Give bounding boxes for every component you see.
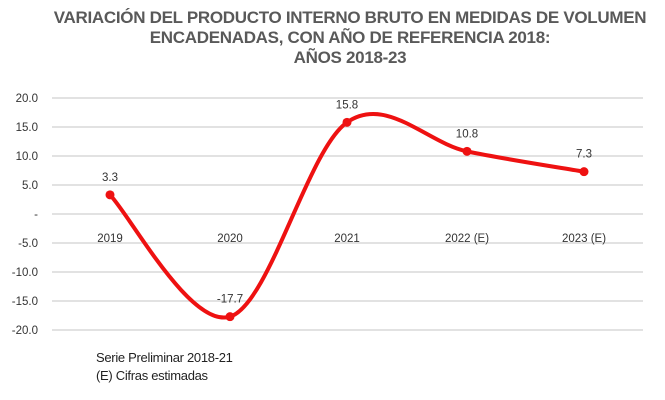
y-tick-label: -20.0 bbox=[12, 325, 38, 337]
y-tick-label: 10.0 bbox=[16, 151, 38, 163]
x-tick-label: 2022 (E) bbox=[445, 233, 489, 245]
series-line bbox=[108, 111, 586, 320]
x-tick-label: 2023 (E) bbox=[562, 233, 606, 245]
y-tick-label: -15.0 bbox=[12, 296, 38, 308]
data-label: 3.3 bbox=[102, 172, 118, 184]
data-label: -17.7 bbox=[217, 294, 243, 306]
x-tick-label: 2021 bbox=[334, 233, 360, 245]
note-preliminary: Serie Preliminar 2018-21 bbox=[96, 350, 233, 365]
data-point bbox=[105, 190, 115, 200]
note-estimated: (E) Cifras estimadas bbox=[96, 368, 208, 383]
data-label: 15.8 bbox=[336, 99, 358, 111]
x-tick-label: 2019 bbox=[97, 233, 123, 245]
data-label: 7.3 bbox=[576, 149, 592, 161]
y-tick-label: -5.0 bbox=[18, 238, 38, 250]
title-line-1: VARIACIÓN DEL PRODUCTO INTERNO BRUTO EN … bbox=[53, 8, 647, 27]
y-tick-label: - bbox=[34, 209, 38, 221]
title-line-2: ENCADENADAS, CON AÑO DE REFERENCIA 2018: bbox=[149, 28, 551, 47]
x-tick-label: 2020 bbox=[217, 233, 243, 245]
data-point bbox=[579, 167, 589, 177]
data-label: 10.8 bbox=[456, 128, 478, 140]
y-tick-label: -10.0 bbox=[12, 267, 38, 279]
y-tick-label: 5.0 bbox=[22, 180, 38, 192]
title-line-3: AÑOS 2018-23 bbox=[293, 48, 407, 67]
data-point bbox=[462, 146, 472, 156]
y-tick-label: 15.0 bbox=[16, 122, 38, 134]
data-point bbox=[225, 312, 235, 322]
chart-title: VARIACIÓN DEL PRODUCTO INTERNO BRUTO EN … bbox=[40, 8, 660, 68]
data-point bbox=[342, 117, 352, 127]
y-tick-label: 20.0 bbox=[16, 93, 38, 105]
